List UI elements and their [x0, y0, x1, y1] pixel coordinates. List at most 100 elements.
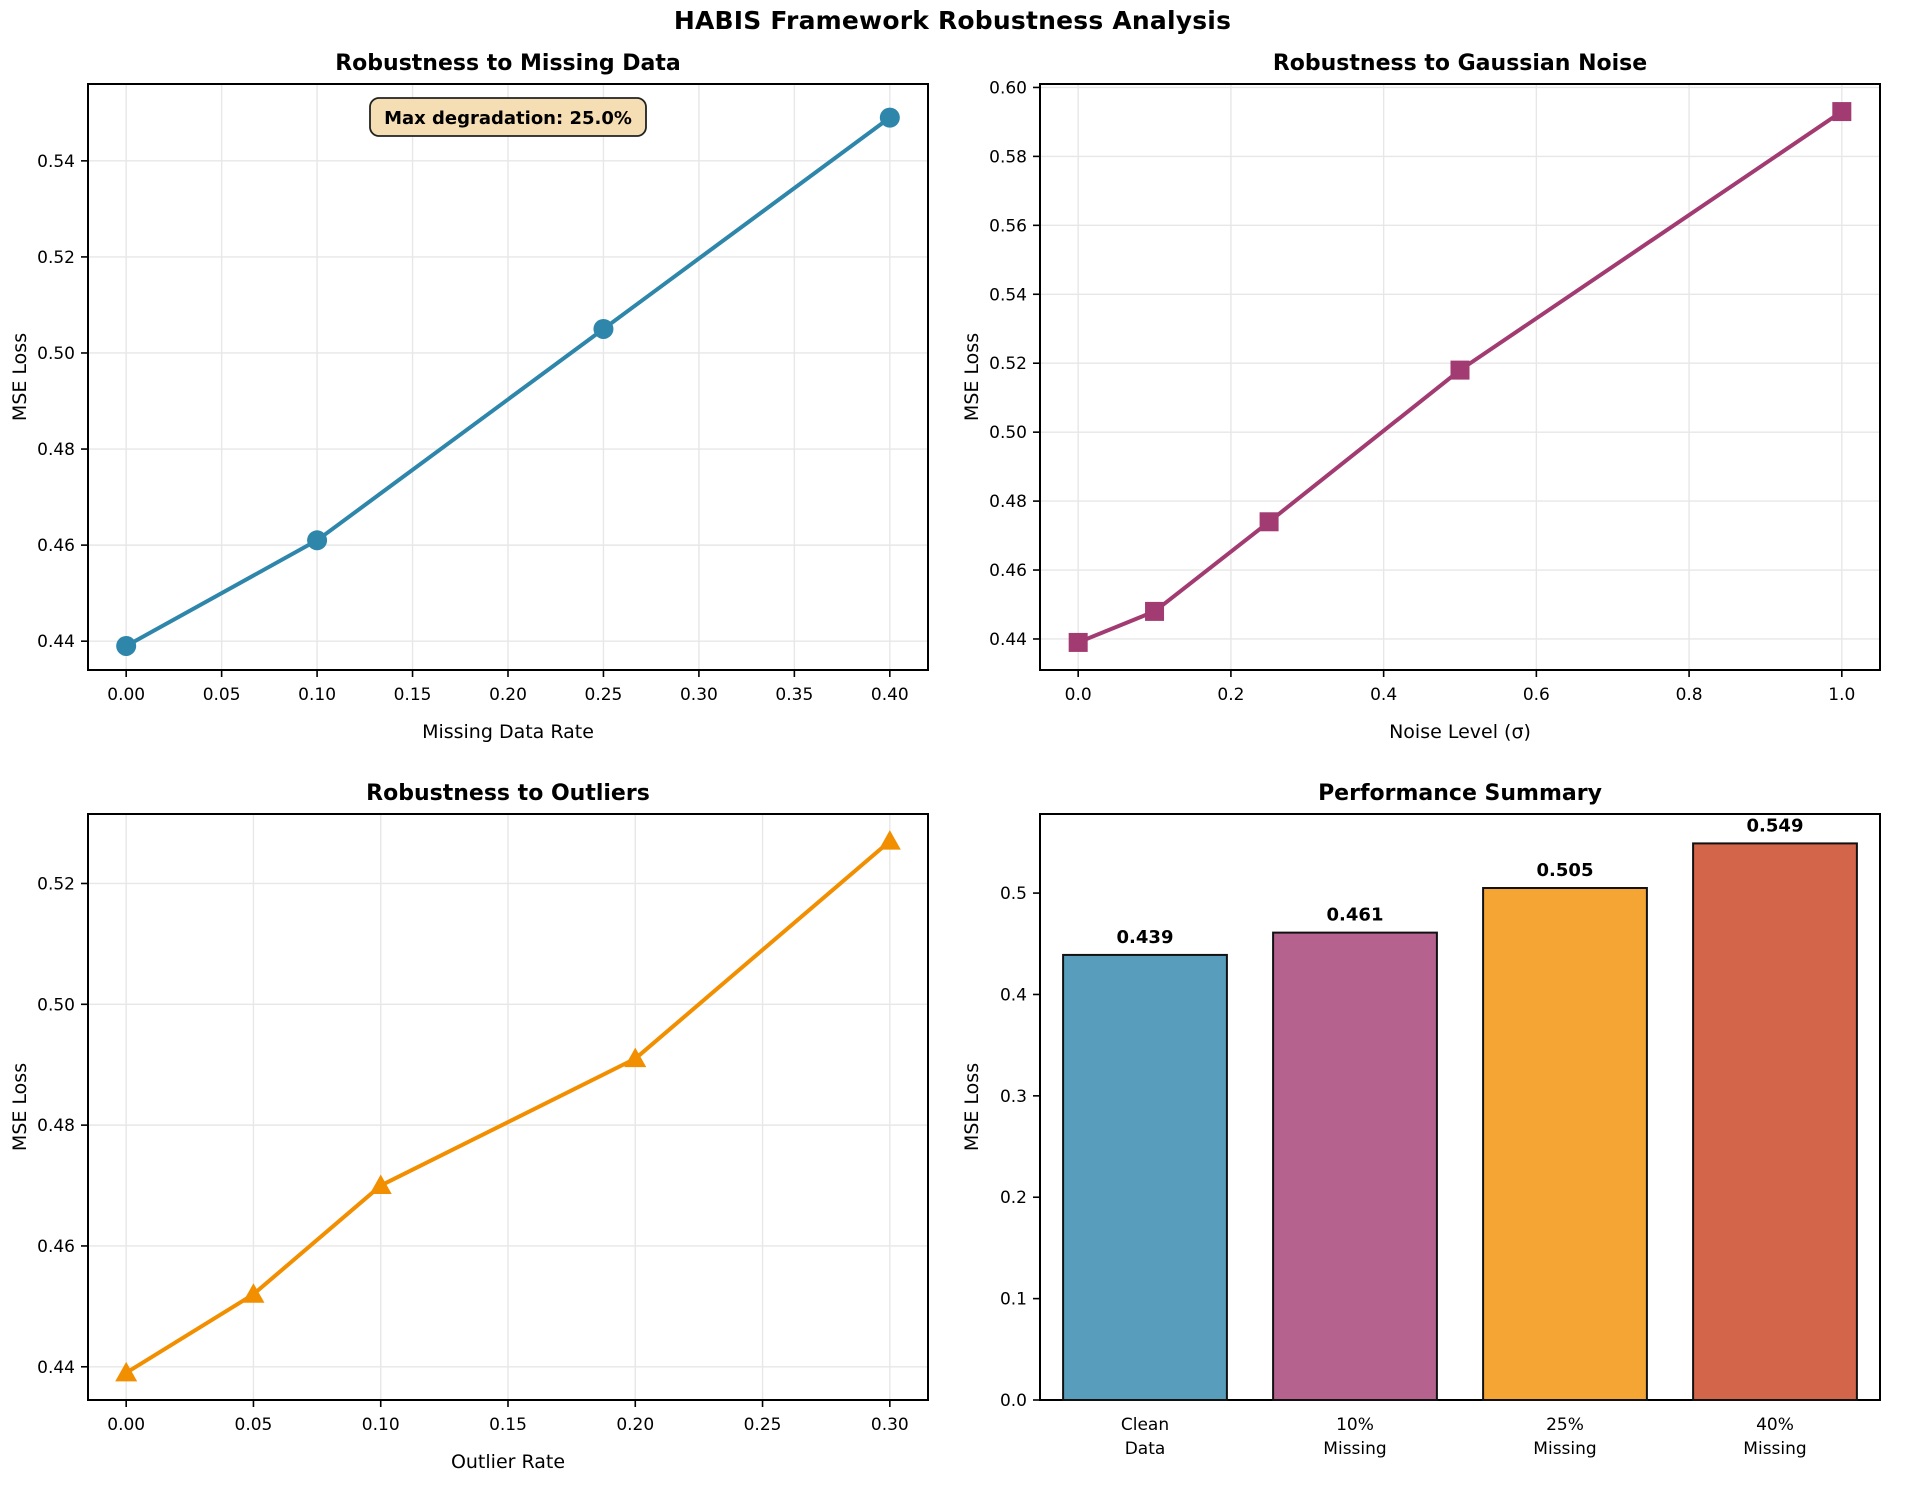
x-category-label: 25%	[1546, 1415, 1584, 1435]
bar	[1062, 953, 1228, 1401]
x-category-label: Data	[1125, 1439, 1166, 1459]
y-axis-label: MSE Loss	[961, 1063, 983, 1151]
x-tick-label: 0.00	[107, 685, 145, 705]
x-tick-label: 0.25	[585, 685, 623, 705]
y-tick-label: 0.4	[1000, 985, 1027, 1005]
x-category-label: 40%	[1756, 1415, 1794, 1435]
bar-value-label: 0.461	[1327, 905, 1384, 926]
chart-title: Robustness to Outliers	[366, 781, 650, 806]
x-tick-label: 0.10	[362, 1415, 400, 1435]
x-tick-label: 0.2	[1217, 685, 1244, 705]
y-tick-label: 0.54	[989, 285, 1027, 305]
y-tick-label: 0.44	[989, 630, 1027, 650]
chart-performance-summary: 0.0 0.1 0.2 0.3 0.4 0.5 Performance Summary MSE…	[961, 781, 1881, 1459]
y-tick-label: 0.48	[989, 492, 1027, 512]
data-marker-square	[1259, 512, 1279, 532]
y-tick-label: 0.44	[37, 1358, 75, 1378]
y-axis-label: MSE Loss	[9, 333, 31, 421]
chart-title: Robustness to Gaussian Noise	[1273, 51, 1647, 76]
data-marker-circle	[307, 530, 328, 551]
y-tick-label: 0.44	[37, 632, 75, 652]
data-marker-triangle	[624, 1047, 647, 1068]
chart-title: Robustness to Missing Data	[335, 51, 681, 76]
x-category-label: Missing	[1323, 1439, 1386, 1459]
data-marker-square	[1450, 360, 1470, 380]
x-tick-label: 0.6	[1523, 685, 1550, 705]
y-tick-label: 0.3	[1000, 1087, 1027, 1107]
y-tick-label: 0.48	[37, 1116, 75, 1136]
x-axis-label: Noise Level (σ)	[1389, 721, 1531, 743]
plot-border	[1039, 83, 1881, 671]
y-tick-label: 0.46	[37, 1237, 75, 1257]
x-axis-label: Missing Data Rate	[422, 721, 594, 743]
chart-missing-data: 0.44 0.46 0.48 0.50 0.52 0.54 Robustness to Mi…	[9, 51, 929, 743]
x-tick-label: 0.05	[235, 1415, 273, 1435]
bar-value-label: 0.505	[1537, 860, 1594, 881]
bar	[1272, 931, 1438, 1401]
chart-gaussian-noise: 0.44 0.46 0.48 0.50 0.52 0.54 0.56 0.58 0.60 Robu…	[961, 51, 1881, 743]
bar	[1692, 842, 1858, 1402]
x-tick-label: 1.0	[1828, 685, 1855, 705]
data-marker-circle	[593, 318, 614, 339]
x-tick-label: 0.15	[394, 685, 432, 705]
y-tick-label: 0.60	[989, 78, 1027, 98]
y-tick-label: 0.1	[1000, 1290, 1027, 1310]
x-tick-label: 0.05	[203, 685, 241, 705]
bar	[1482, 887, 1648, 1402]
x-category-label: Missing	[1743, 1439, 1806, 1459]
y-axis-label: MSE Loss	[9, 1063, 31, 1151]
y-tick-label: 0.52	[37, 874, 75, 894]
y-tick-label: 0.50	[989, 423, 1027, 443]
y-tick-label: 0.2	[1000, 1188, 1027, 1208]
y-tick-label: 0.56	[989, 216, 1027, 236]
x-tick-label: 0.30	[680, 685, 718, 705]
x-tick-label: 0.20	[616, 1415, 654, 1435]
y-tick-label: 0.5	[1000, 884, 1027, 904]
x-tick-label: 0.00	[107, 1415, 145, 1435]
y-tick-label: 0.50	[37, 344, 75, 364]
data-marker-square	[1145, 601, 1165, 621]
y-tick-label: 0.46	[989, 561, 1027, 581]
data-marker-square	[1068, 632, 1088, 652]
data-marker-triangle	[369, 1174, 392, 1195]
figure-suptitle: HABIS Framework Robustness Analysis	[673, 6, 1232, 35]
annotation-text: Max degradation: 25.0%	[384, 108, 632, 129]
x-tick-label: 0.30	[871, 1415, 909, 1435]
bar-value-label: 0.549	[1747, 815, 1804, 836]
x-tick-label: 0.40	[871, 685, 909, 705]
y-axis-label: MSE Loss	[961, 333, 983, 421]
data-marker-triangle	[242, 1283, 265, 1303]
x-tick-label: 0.20	[489, 685, 527, 705]
x-category-label: Missing	[1533, 1439, 1596, 1459]
annotation-box	[369, 97, 647, 137]
y-tick-label: 0.0	[1000, 1391, 1027, 1411]
x-tick-label: 0.15	[489, 1415, 527, 1435]
x-tick-label: 0.25	[744, 1415, 782, 1435]
x-tick-label: 0.35	[775, 685, 813, 705]
y-tick-label: 0.48	[37, 440, 75, 460]
x-tick-label: 0.10	[298, 685, 336, 705]
subplot-grid: 0.44 0.46 0.48 0.50 0.52 0.54 Robustness to Mi…	[0, 40, 1905, 1500]
y-tick-label: 0.50	[37, 995, 75, 1015]
y-tick-label: 0.52	[989, 354, 1027, 374]
x-category-label: Clean	[1121, 1415, 1169, 1435]
chart-title: Performance Summary	[1318, 781, 1602, 806]
y-tick-label: 0.54	[37, 152, 75, 172]
data-marker-circle	[879, 107, 900, 128]
plot-border	[1039, 813, 1881, 1401]
data-line	[124, 115, 892, 648]
data-marker-square	[1832, 102, 1852, 122]
x-tick-label: 0.4	[1370, 685, 1397, 705]
y-tick-label: 0.52	[37, 248, 75, 268]
data-marker-circle	[116, 635, 137, 656]
chart-outliers: 0.44 0.46 0.48 0.50 0.52 Robustness to Outlie…	[9, 781, 929, 1473]
bar-value-label: 0.439	[1117, 927, 1174, 948]
x-category-label: 10%	[1336, 1415, 1374, 1435]
x-tick-label: 0.0	[1065, 685, 1092, 705]
x-axis-label: Outlier Rate	[451, 1451, 565, 1473]
data-marker-triangle	[115, 1361, 138, 1382]
data-marker-triangle	[878, 830, 901, 850]
x-tick-label: 0.8	[1676, 685, 1703, 705]
y-tick-label: 0.58	[989, 147, 1027, 167]
